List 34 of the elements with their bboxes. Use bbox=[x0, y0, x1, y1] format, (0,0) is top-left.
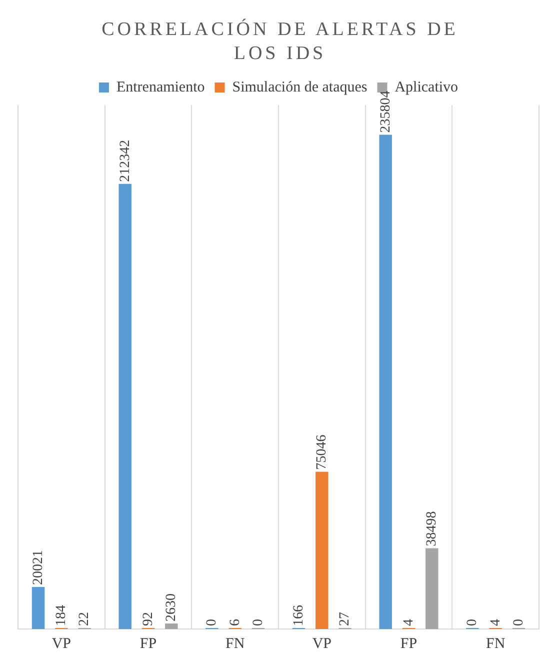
data-label: 0 bbox=[465, 619, 480, 626]
bar bbox=[379, 134, 392, 629]
legend-label: Simulación de ataques bbox=[232, 79, 368, 96]
x-tick-label: FN bbox=[486, 636, 506, 652]
data-label: 75046 bbox=[314, 434, 330, 470]
data-label: 20021 bbox=[30, 550, 46, 586]
data-label: 0 bbox=[204, 619, 220, 626]
bar bbox=[165, 623, 178, 629]
legend-label: Entrenamiento bbox=[116, 79, 205, 96]
x-tick-label: VP bbox=[52, 636, 72, 652]
x-tick-label: VP bbox=[312, 636, 332, 652]
data-label: 6 bbox=[228, 619, 243, 626]
data-label: 0 bbox=[511, 619, 526, 626]
x-tick-label: FP bbox=[140, 636, 157, 652]
chart-title: CORRELACIÓN DE ALERTAS DE LOS IDS bbox=[100, 18, 460, 66]
x-tick-label: FN bbox=[225, 636, 245, 652]
legend-label: Aplicativo bbox=[394, 79, 458, 96]
data-label: 4 bbox=[401, 619, 416, 626]
data-label: 22 bbox=[77, 612, 92, 626]
data-label: 27 bbox=[338, 612, 353, 626]
bar bbox=[118, 184, 132, 629]
bar bbox=[316, 472, 328, 629]
data-label: 4 bbox=[488, 619, 504, 626]
data-label: 0 bbox=[250, 619, 266, 626]
bar bbox=[426, 548, 438, 629]
data-label: 184 bbox=[54, 605, 70, 626]
data-label: 92 bbox=[140, 612, 156, 626]
bar bbox=[32, 587, 45, 629]
data-label: 2630 bbox=[164, 593, 180, 622]
data-label: 38498 bbox=[424, 511, 440, 546]
data-label: 235804 bbox=[378, 90, 394, 133]
data-label: 212342 bbox=[118, 140, 133, 182]
data-label: 166 bbox=[291, 605, 306, 626]
x-tick-label: FP bbox=[400, 636, 418, 652]
